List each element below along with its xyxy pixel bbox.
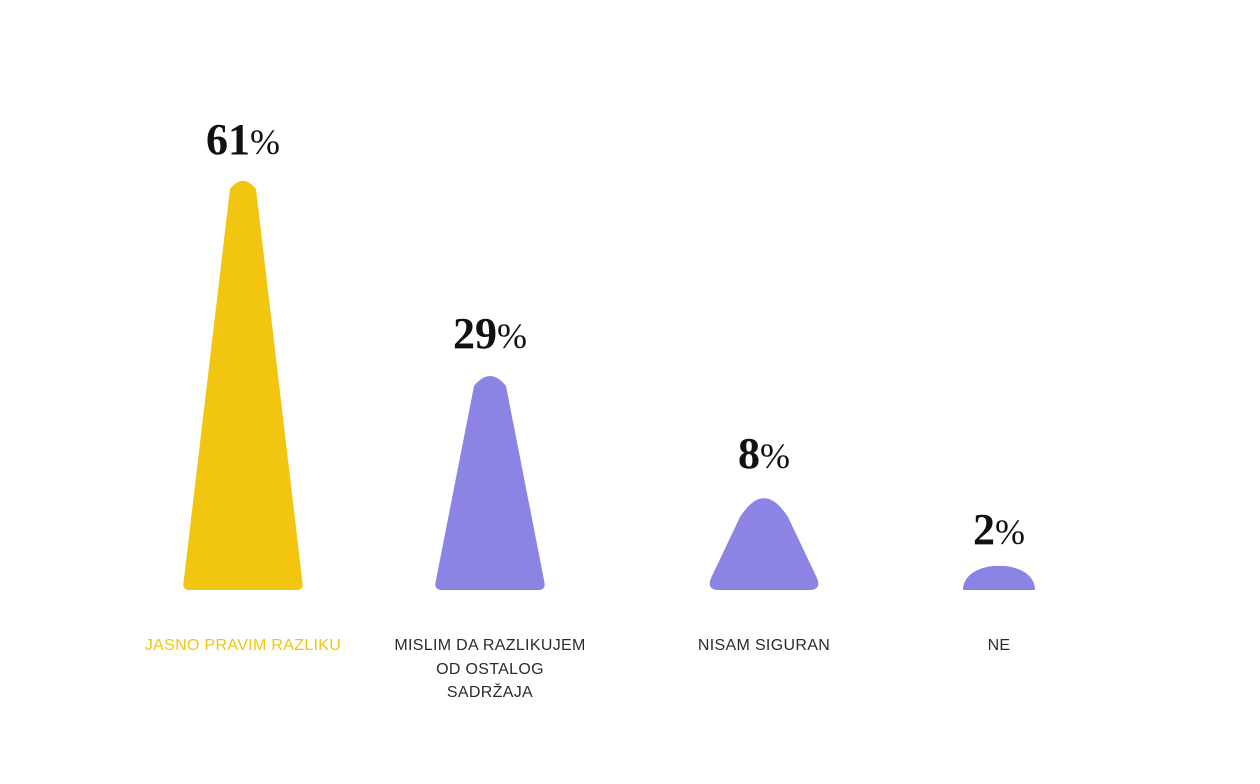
chart-column: 61% JASNO PRAVIM RAZLIKU — [123, 118, 363, 657]
chart-shape — [963, 566, 1035, 590]
chart-shape — [434, 370, 546, 590]
value-number: 2 — [973, 505, 995, 554]
value-percent-sign: % — [760, 436, 790, 476]
category-label: NISAM SIGURAN — [644, 634, 884, 657]
value-percent-sign: % — [995, 512, 1025, 552]
chart-shape — [182, 176, 304, 590]
value-label: 29% — [453, 312, 527, 356]
value-label: 61% — [206, 118, 280, 162]
chart-column: 29% MISLIM DA RAZLIKUJEM OD OSTALOG SADRŽ… — [370, 312, 610, 704]
category-label: MISLIM DA RAZLIKUJEM OD OSTALOG SADRŽAJA — [370, 634, 610, 704]
chart-shape — [705, 490, 823, 590]
chart-column: 2% NE — [879, 508, 1119, 657]
infographic-chart: 61% JASNO PRAVIM RAZLIKU 29% MISLIM DA RAZL… — [0, 0, 1260, 784]
value-number: 29 — [453, 309, 497, 358]
value-number: 8 — [738, 429, 760, 478]
category-label: NE — [879, 634, 1119, 657]
category-label: JASNO PRAVIM RAZLIKU — [123, 634, 363, 657]
value-label: 8% — [738, 432, 790, 476]
value-percent-sign: % — [497, 316, 527, 356]
value-label: 2% — [973, 508, 1025, 552]
value-number: 61 — [206, 115, 250, 164]
value-percent-sign: % — [250, 122, 280, 162]
chart-column: 8% NISAM SIGURAN — [644, 432, 884, 657]
